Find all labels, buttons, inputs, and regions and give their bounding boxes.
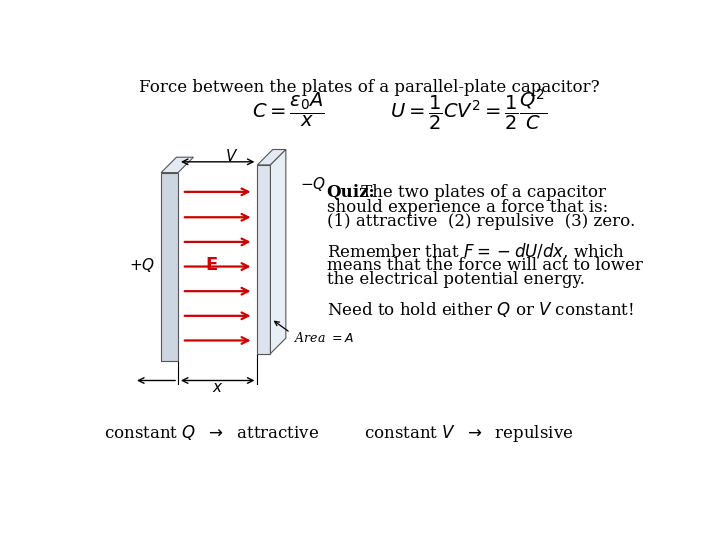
Polygon shape [161,157,194,173]
Text: $+Q$: $+Q$ [129,256,155,274]
Text: $-Q$: $-Q$ [300,175,326,193]
Text: $C = \dfrac{\varepsilon_0 A}{x}$: $C = \dfrac{\varepsilon_0 A}{x}$ [252,90,325,129]
Text: Quiz:: Quiz: [327,184,375,201]
Text: $U = \dfrac{1}{2}CV^2 = \dfrac{1}{2}\dfrac{Q^2}{C}$: $U = \dfrac{1}{2}CV^2 = \dfrac{1}{2}\dfr… [390,87,548,132]
Text: Remember that $F = -dU/dx$, which: Remember that $F = -dU/dx$, which [327,242,625,261]
Text: $x$: $x$ [212,381,223,395]
Text: constant $V$  $\rightarrow$  repulsive: constant $V$ $\rightarrow$ repulsive [364,423,574,444]
Text: means that the force will act to lower: means that the force will act to lower [327,256,642,274]
Polygon shape [161,173,178,361]
Polygon shape [271,150,286,354]
Polygon shape [257,165,271,354]
Text: Force between the plates of a parallel-plate capacitor?: Force between the plates of a parallel-p… [139,79,599,96]
Text: The two plates of a capacitor: The two plates of a capacitor [356,184,606,201]
Text: the electrical potential energy.: the electrical potential energy. [327,271,585,288]
Text: (1) attractive  (2) repulsive  (3) zero.: (1) attractive (2) repulsive (3) zero. [327,213,635,231]
Text: Need to hold either $Q$ or $V$ constant!: Need to hold either $Q$ or $V$ constant! [327,300,634,319]
Text: constant $Q$  $\rightarrow$  attractive: constant $Q$ $\rightarrow$ attractive [104,423,319,442]
Text: $\mathbf{E}$: $\mathbf{E}$ [204,256,217,274]
Text: $V$: $V$ [225,147,238,164]
Polygon shape [257,150,286,165]
Text: Area $= A$: Area $= A$ [294,331,354,345]
Text: should experience a force that is:: should experience a force that is: [327,199,608,216]
